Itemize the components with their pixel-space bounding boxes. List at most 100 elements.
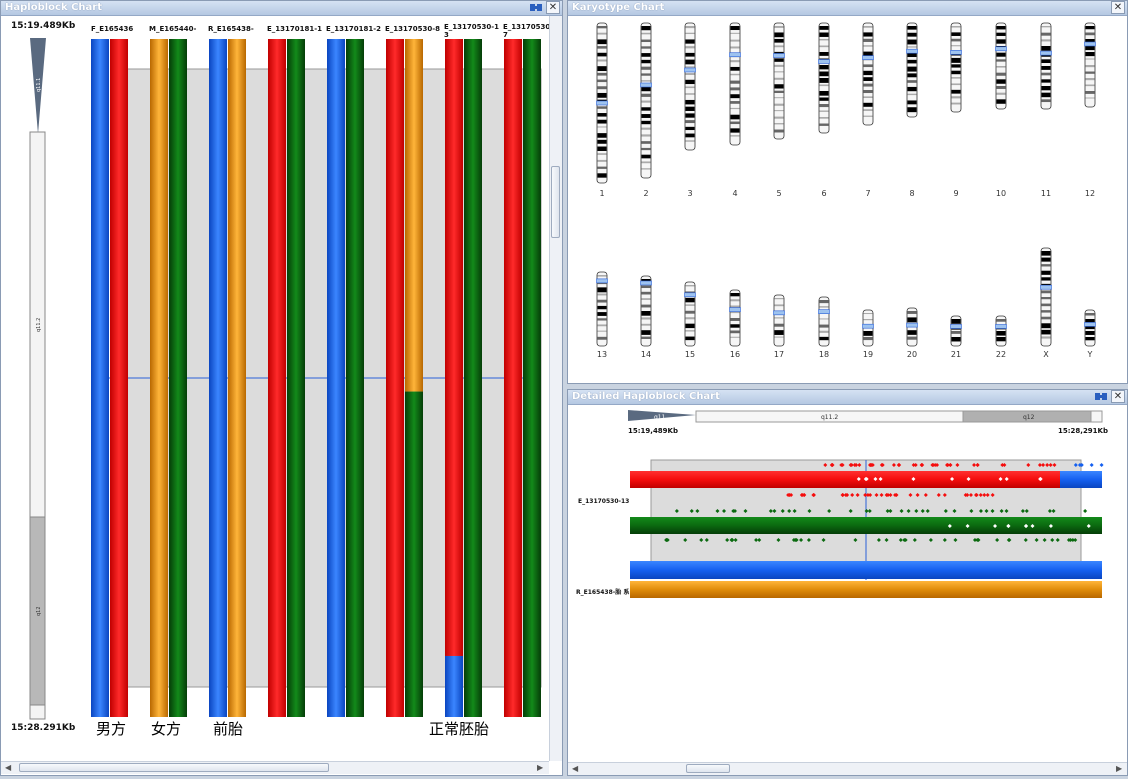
detailed-haploblock-pane: Detailed Haploblock Chart ✕ q11 q11.2 q1… [567,389,1128,776]
snp-marker [757,538,762,542]
snp-marker [1023,538,1028,542]
chromosome-18[interactable]: 18 [818,296,830,359]
snp-marker [985,493,990,497]
snp-marker [807,509,812,513]
snp-marker [888,509,893,513]
pin-icon[interactable] [530,3,542,12]
snp-marker [942,538,947,542]
snp-marker [896,463,901,467]
chromosome-4[interactable]: 4 [729,22,741,198]
snp-marker [972,538,977,542]
snp-marker [1050,538,1055,542]
haplo-horizontal-scrollbar[interactable]: ◀ ▶ [1,761,549,774]
chromosome-7[interactable]: 7 [862,22,874,198]
snp-marker [972,463,977,467]
sample-7-haplotype-1-segment-1 [445,39,463,656]
scroll-left-arrow[interactable]: ◀ [572,764,579,773]
chromosome-14[interactable]: 14 [640,275,652,359]
snp-marker [945,463,950,467]
sample-3-haplotype-1 [209,39,227,717]
snp-marker [1002,463,1007,467]
snp-marker [1000,463,1005,467]
sample-7-haplotype-1-segment-2 [445,655,463,717]
chromosome-label-5: 5 [776,189,781,198]
snp-marker [730,538,735,542]
snp-marker [884,493,889,497]
sample-8-haplotype-2 [523,39,541,717]
sample-2-haplotype-2 [169,39,187,717]
chromosome-13[interactable]: 13 [596,271,608,359]
band-label-q11-2: q11.2 [36,318,42,332]
close-icon[interactable]: ✕ [1111,390,1125,403]
scroll-left-arrow[interactable]: ◀ [5,763,12,772]
chromosome-5[interactable]: 5 [773,22,785,198]
chromosome-label-3: 3 [687,189,692,198]
chromosome-8[interactable]: 8 [906,22,918,198]
snp-marker [1051,509,1056,513]
snp-marker [811,493,816,497]
chromosome-11[interactable]: 11 [1040,22,1052,198]
chromosome-15[interactable]: 15 [684,281,696,359]
karyotype-title: Karyotype Chart [572,2,665,13]
snp-marker [891,463,896,467]
snp-marker [840,493,845,497]
snp-marker [952,509,957,513]
chromosome-17[interactable]: 17 [773,294,785,359]
detail-horizontal-scrollbar[interactable]: ◀ ▶ [568,762,1127,775]
sample-label-8: E_13170530-1 7 [503,23,559,39]
band-q11-triangle [628,410,696,421]
chromosome-2[interactable]: 2 [640,22,652,198]
chromosome-Y[interactable]: Y [1084,309,1096,359]
snp-marker [864,477,869,481]
snp-marker [948,463,953,467]
snp-marker [955,463,960,467]
chromosome-12[interactable]: 12 [1084,22,1096,198]
snp-marker [942,493,947,497]
snp-marker [792,509,797,513]
snp-marker [920,509,925,513]
chromosome-19[interactable]: 19 [862,309,874,359]
chromosome-X[interactable]: X [1040,247,1052,359]
haplo-vertical-scroll-thumb[interactable] [551,166,560,238]
chromosome-20[interactable]: 20 [906,307,918,359]
chromosome-ideogram: q11.1 q11.2 q12 [29,38,46,720]
snp-marker [879,493,884,497]
snp-marker [754,538,759,542]
chromosome-6[interactable]: 6 [818,22,830,198]
snp-marker [914,509,919,513]
annotation-mother: 女方 [151,720,182,738]
chromosome-10[interactable]: 10 [995,22,1007,198]
chromosome-9[interactable]: 9 [950,22,962,198]
close-icon[interactable]: ✕ [1111,1,1125,14]
chromosome-label-11: 11 [1041,189,1051,198]
snp-marker [699,538,704,542]
snp-marker [950,477,955,481]
snp-marker [1020,509,1025,513]
snp-marker [715,509,720,513]
snp-marker [1026,463,1031,467]
detailed-titlebar: Detailed Haploblock Chart ✕ [568,390,1127,405]
detail-horizontal-scroll-thumb[interactable] [686,764,730,773]
snp-marker [993,524,998,528]
snp-marker [1004,509,1009,513]
pin-icon[interactable] [1095,392,1107,401]
scroll-right-arrow[interactable]: ▶ [1116,764,1123,773]
haplo-horizontal-scroll-thumb[interactable] [19,763,329,772]
chromosome-22[interactable]: 22 [995,315,1007,359]
close-icon[interactable]: ✕ [546,1,560,14]
snp-marker [984,509,989,513]
chromosome-21[interactable]: 21 [950,315,962,359]
haplo-vertical-scrollbar[interactable] [549,16,562,761]
snp-marker [725,538,730,542]
chromosome-3[interactable]: 3 [684,22,696,198]
snp-marker [878,477,883,481]
chromosome-16[interactable]: 16 [729,289,741,359]
detail-track-blue-tail [1060,471,1102,488]
snp-marker [966,477,971,481]
snp-marker [743,509,748,513]
snp-marker [953,538,958,542]
chromosome-1[interactable]: 1 [596,22,608,198]
start-position: 15:19.489Kb [11,21,76,31]
snp-marker [998,477,1003,481]
scroll-right-arrow[interactable]: ▶ [537,763,544,772]
